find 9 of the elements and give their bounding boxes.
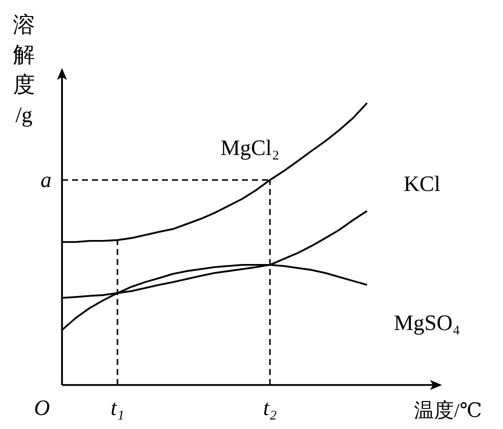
x-tick-label: t₂ bbox=[263, 395, 278, 420]
series-label: MgSO₄ bbox=[394, 310, 460, 335]
x-axis-title: 温度/℃ bbox=[414, 400, 482, 422]
ref-line-label: a bbox=[40, 166, 52, 192]
y-axis-title: 溶解度/g bbox=[13, 12, 35, 127]
text: O bbox=[34, 395, 50, 420]
series-label: MgCl₂ bbox=[220, 134, 280, 160]
series-label: KCl bbox=[404, 171, 440, 196]
x-tick-label: t₁ bbox=[110, 395, 124, 420]
